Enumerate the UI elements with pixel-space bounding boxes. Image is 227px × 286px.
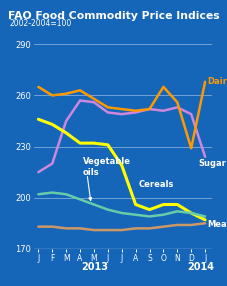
Text: 2002-2004=100: 2002-2004=100 <box>9 19 71 28</box>
Text: Vegetable
oils: Vegetable oils <box>82 157 130 177</box>
Text: Meat: Meat <box>206 221 227 229</box>
Text: 2013: 2013 <box>81 262 108 272</box>
Text: Dairy: Dairy <box>206 77 227 86</box>
Text: Cereals: Cereals <box>138 180 173 188</box>
Text: Sugar: Sugar <box>197 159 225 168</box>
Text: 2014: 2014 <box>186 262 213 272</box>
Text: FAO Food Commodity Price Indices: FAO Food Commodity Price Indices <box>8 11 219 21</box>
